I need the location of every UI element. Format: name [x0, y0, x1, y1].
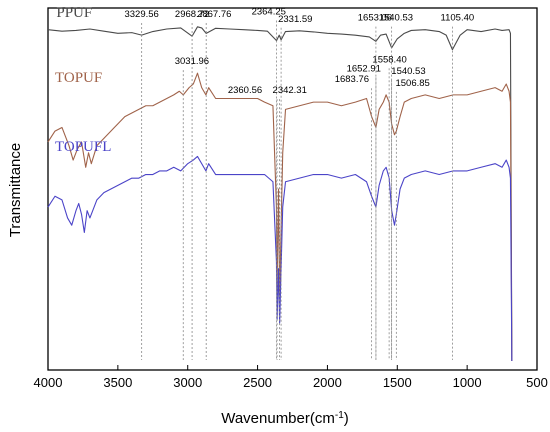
series-label-ppuf: PPUF: [56, 5, 92, 21]
x-tick-label: 2000: [313, 375, 342, 390]
peak-label: 3329.56: [124, 9, 158, 20]
y-axis-label: Transmittance: [7, 143, 24, 237]
peak-label: 2968.72: [175, 9, 209, 20]
series-line-ppuf: [47, 26, 513, 361]
peak-label: 2867.76: [197, 9, 231, 20]
series-label-topufl: TOPUFL: [55, 139, 111, 155]
peak-label: 2342.31: [273, 85, 307, 96]
x-axis-label-superscript: -1: [335, 410, 344, 421]
peak-label: 1506.85: [395, 78, 429, 89]
peak-label: 2364.25: [252, 7, 286, 18]
peak-label: 1540.53: [379, 13, 413, 24]
x-tick-label: 1000: [453, 375, 482, 390]
plot-border: [47, 7, 538, 371]
peak-label: 3031.96: [175, 56, 209, 67]
peak-label: 1558.40: [372, 54, 406, 65]
peak-label: 1683.76: [335, 74, 369, 85]
x-tick-label: 500: [526, 375, 548, 390]
x-axis: 4000 3500 3000 2500 2000 1500 1000 500: [34, 365, 548, 390]
peak-label: 1540.53: [391, 66, 425, 77]
x-tick-label: 1500: [383, 375, 412, 390]
peak-label: 2331.59: [278, 14, 312, 25]
x-axis-label: Wavenumber(cm-1): [221, 410, 349, 427]
series-line-topuf: [47, 72, 513, 361]
x-tick-label: 2500: [243, 375, 272, 390]
plot-frame: [47, 7, 538, 371]
x-tick-label: 3000: [173, 375, 202, 390]
series-label-layer: PPUF TOPUF TOPUFL: [55, 5, 111, 155]
series-label-topuf: TOPUF: [55, 70, 102, 86]
x-tick-label: 4000: [34, 375, 63, 390]
peak-label: 1653.06: [358, 13, 392, 24]
peak-label: 1652.91: [347, 63, 381, 74]
series-line-topufl: [47, 155, 513, 361]
series-layer: [47, 26, 513, 361]
peak-label: 2360.56: [228, 85, 262, 96]
peak-label: 1105.40: [441, 13, 475, 24]
x-tick-label: 3500: [103, 375, 132, 390]
